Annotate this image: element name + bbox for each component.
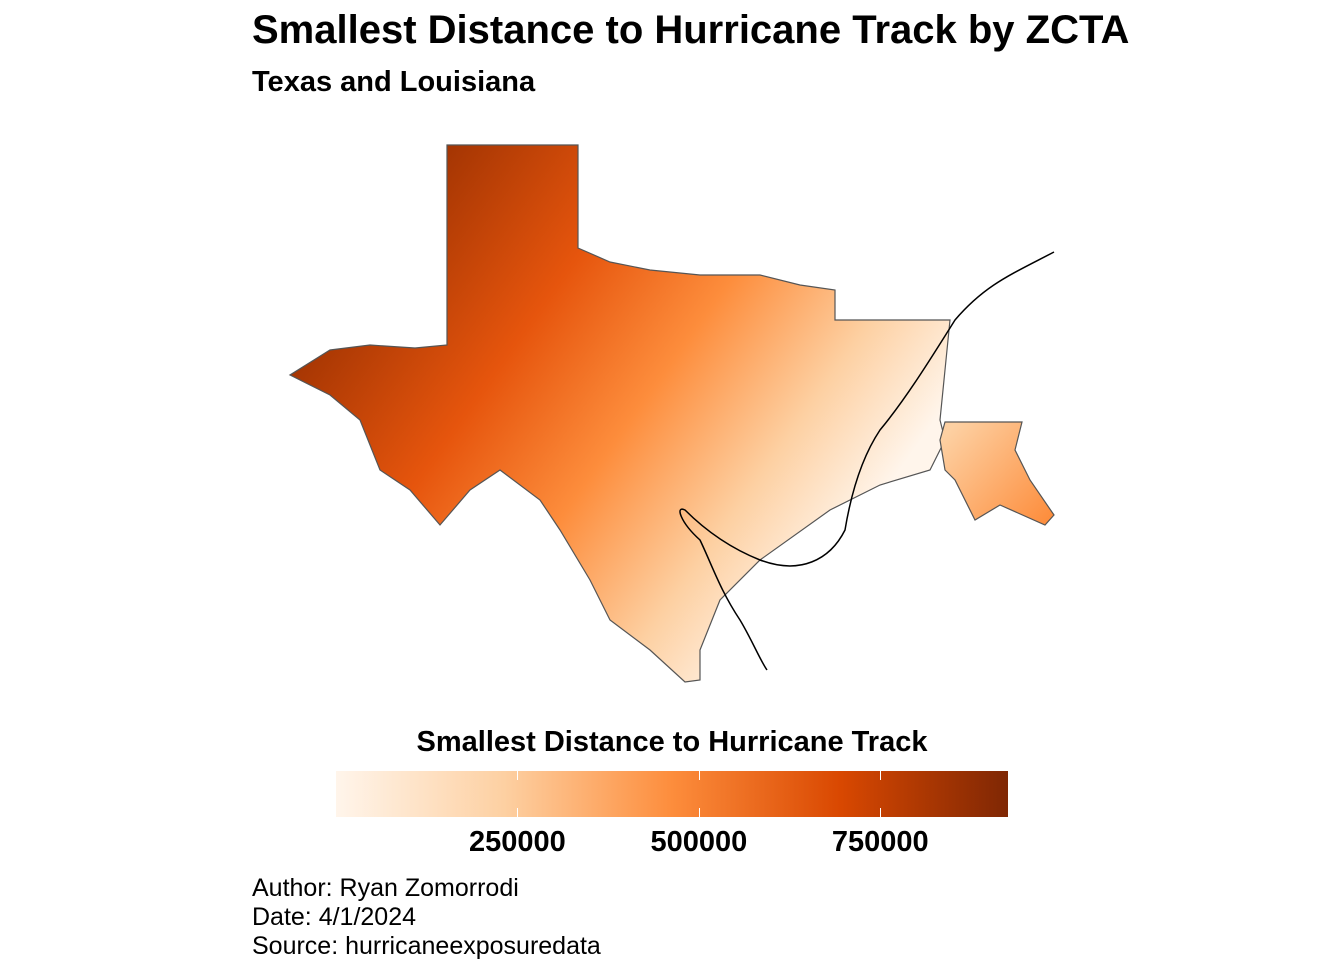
louisiana-coastal-region <box>939 421 1055 526</box>
caption-date: Date: 4/1/2024 <box>252 903 417 931</box>
legend-tick <box>517 771 519 817</box>
caption: Author: Ryan Zomorrodi Date: 4/1/2024 So… <box>252 874 601 961</box>
legend-tick-label: 250000 <box>469 826 566 858</box>
plot-subtitle: Texas and Louisiana <box>252 66 536 98</box>
choropleth-map <box>288 144 1055 683</box>
legend-tick <box>880 771 882 817</box>
plot-title: Smallest Distance to Hurricane Track by … <box>252 8 1130 52</box>
texas-region <box>288 144 951 683</box>
caption-source: Source: hurricaneexposuredata <box>252 932 601 960</box>
legend-title: Smallest Distance to Hurricane Track <box>416 726 928 758</box>
legend-tick-label: 500000 <box>650 826 748 858</box>
color-legend-bar <box>336 771 1008 817</box>
caption-author: Author: Ryan Zomorrodi <box>252 874 519 902</box>
legend-tick <box>698 771 700 817</box>
hurricane-track <box>679 251 1055 671</box>
legend-tick-label: 750000 <box>831 826 929 858</box>
